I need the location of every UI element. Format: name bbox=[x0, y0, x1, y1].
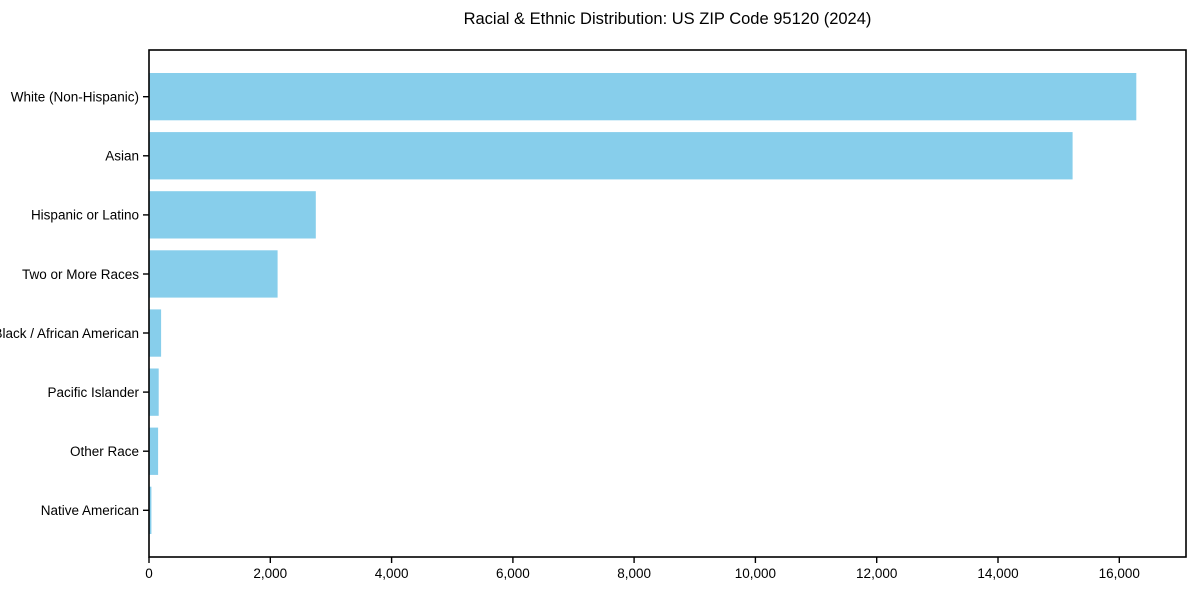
y-tick-label: Other Race bbox=[70, 444, 139, 459]
bar bbox=[149, 309, 162, 357]
bar bbox=[149, 191, 316, 239]
x-tick-label: 16,000 bbox=[1099, 566, 1140, 581]
bar bbox=[149, 73, 1137, 121]
x-tick-label: 10,000 bbox=[735, 566, 776, 581]
x-tick-label: 0 bbox=[145, 566, 153, 581]
y-tick-label: Two or More Races bbox=[22, 267, 139, 282]
bar bbox=[149, 486, 152, 534]
x-tick-label: 8,000 bbox=[617, 566, 651, 581]
y-tick-label: Pacific Islander bbox=[47, 385, 139, 400]
y-tick-label: Black / African American bbox=[0, 326, 139, 341]
x-tick-label: 14,000 bbox=[977, 566, 1018, 581]
y-tick-label: Asian bbox=[105, 149, 139, 164]
chart-title: Racial & Ethnic Distribution: US ZIP Cod… bbox=[463, 10, 872, 28]
x-tick-label: 4,000 bbox=[375, 566, 409, 581]
y-tick-label: Hispanic or Latino bbox=[31, 208, 139, 223]
bar bbox=[149, 368, 159, 416]
y-tick-label: Native American bbox=[41, 503, 139, 518]
bar bbox=[149, 132, 1073, 180]
plot-frame bbox=[148, 49, 1187, 558]
x-tick-label: 6,000 bbox=[496, 566, 530, 581]
bar bbox=[149, 250, 278, 298]
x-tick-label: 12,000 bbox=[856, 566, 897, 581]
bar bbox=[149, 427, 159, 475]
x-tick-label: 2,000 bbox=[253, 566, 287, 581]
y-tick-label: White (Non-Hispanic) bbox=[11, 90, 139, 105]
